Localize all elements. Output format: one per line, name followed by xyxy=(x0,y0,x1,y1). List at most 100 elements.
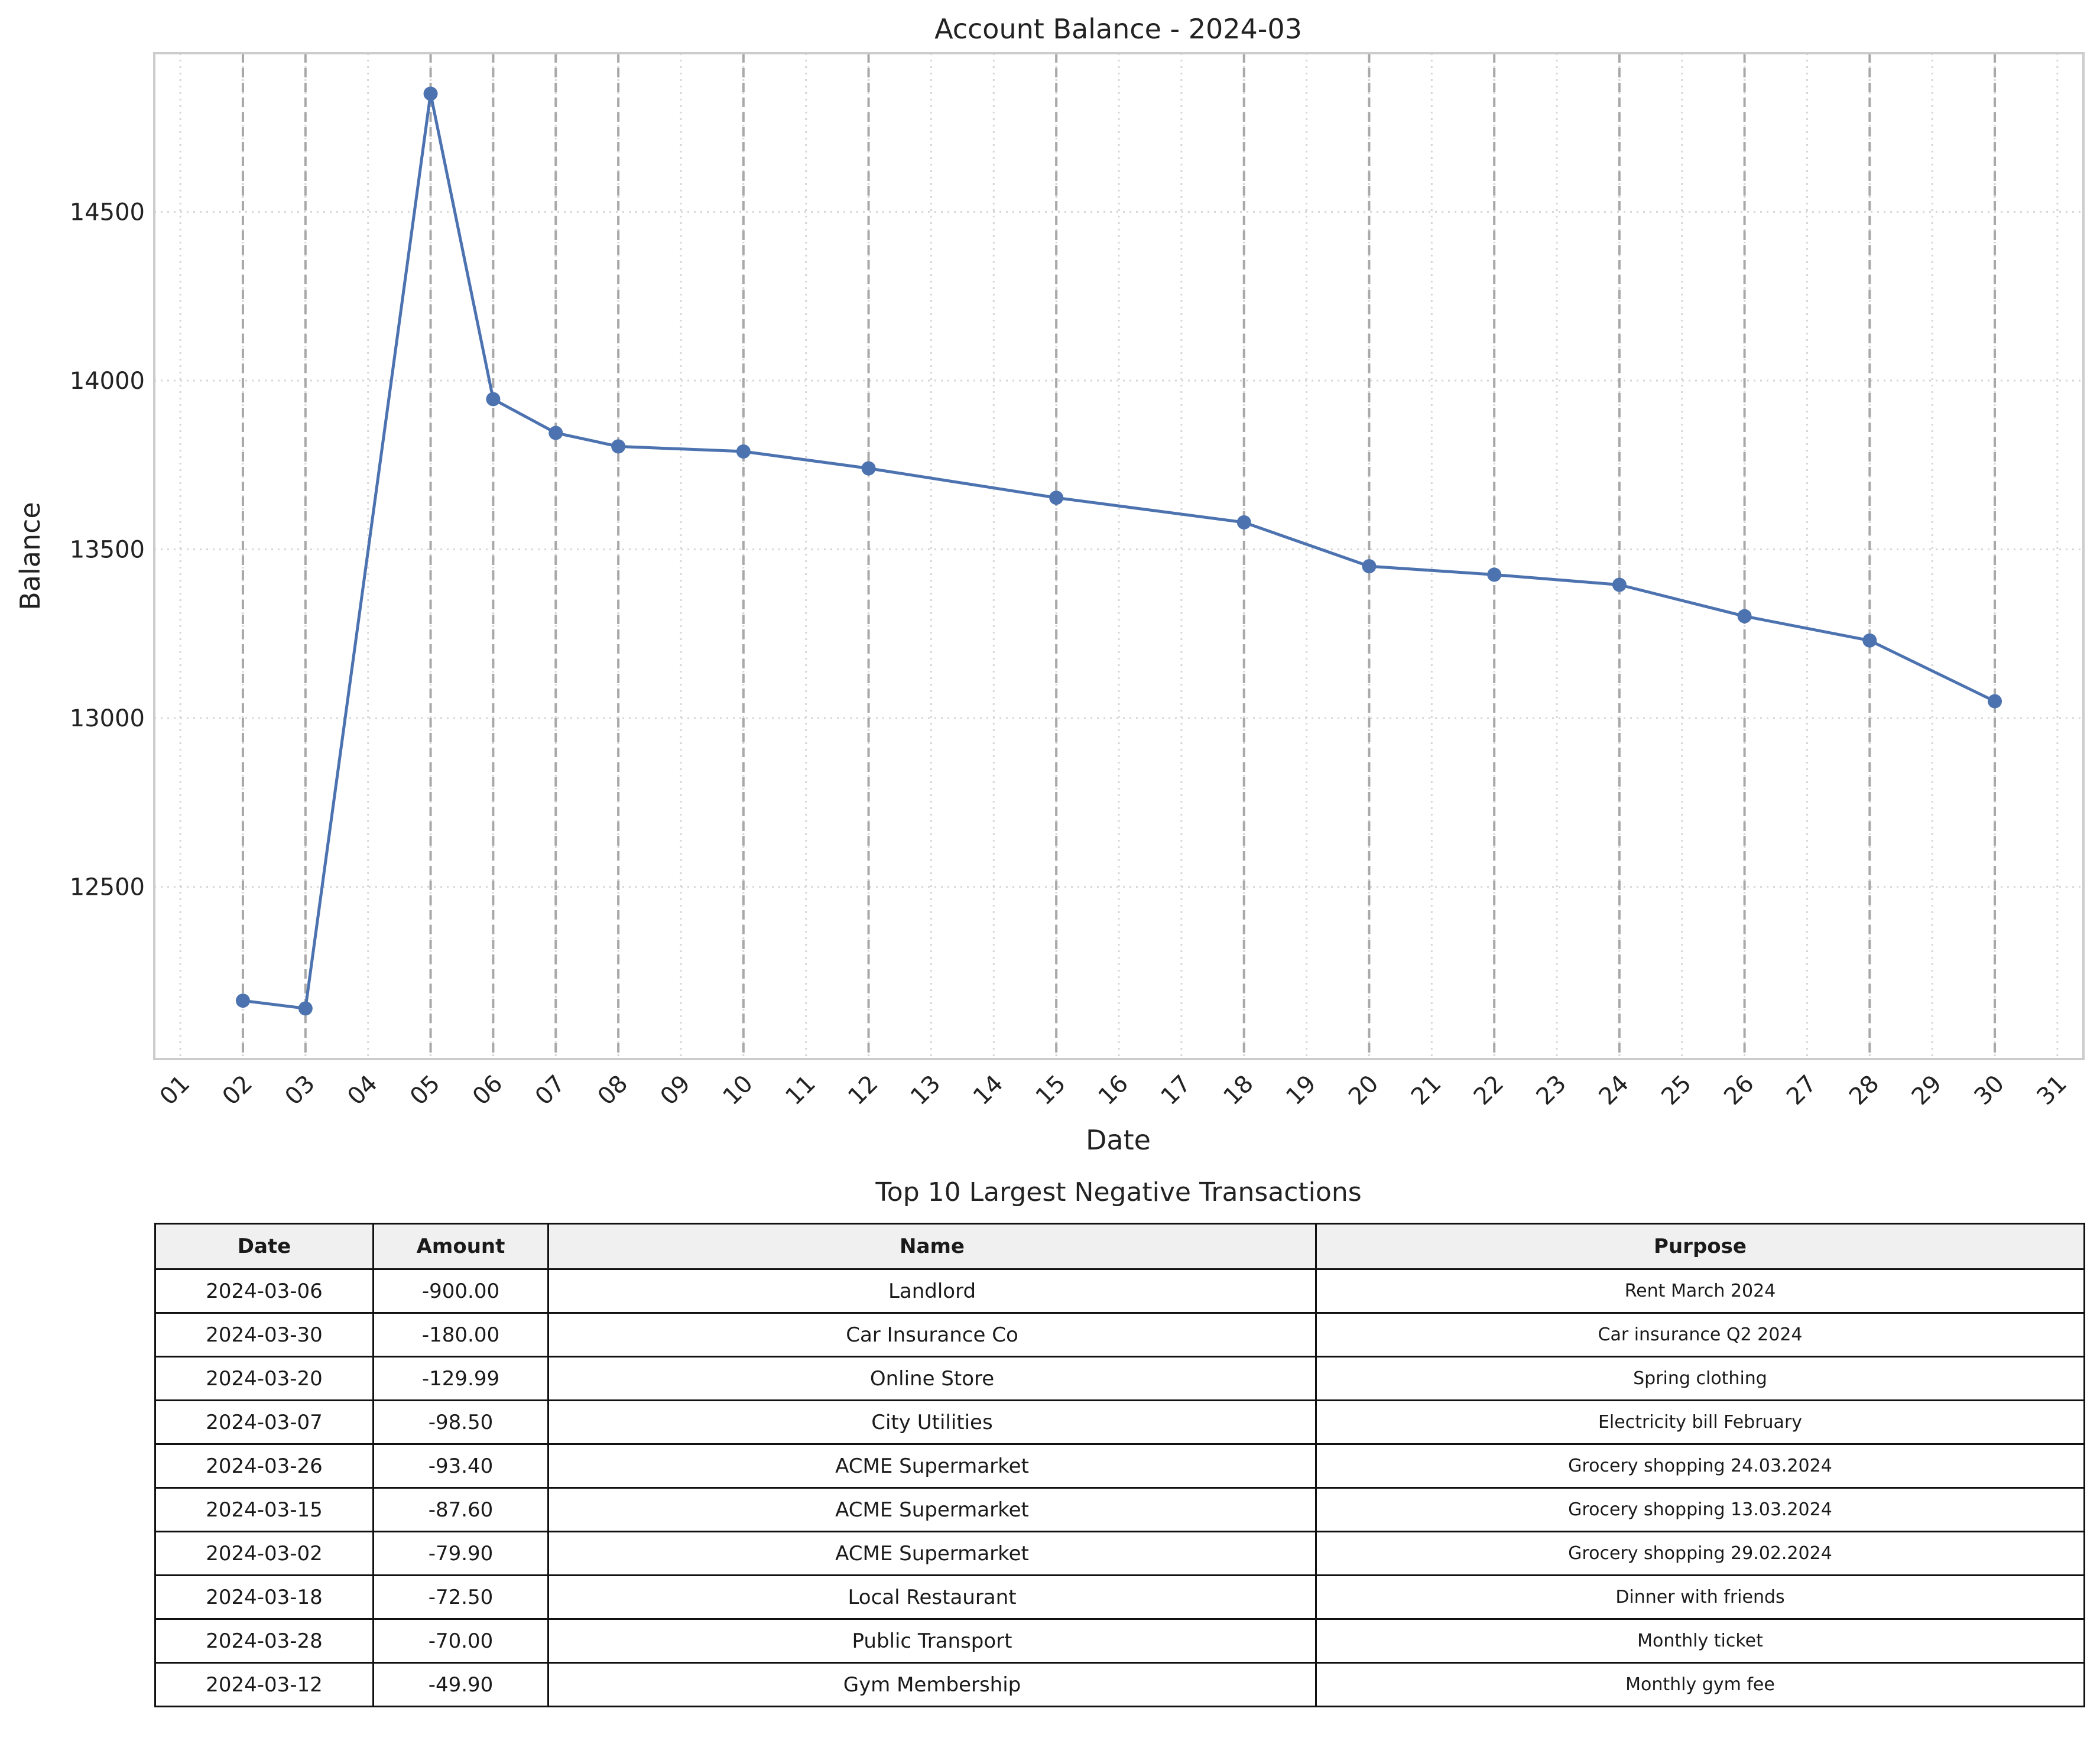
x-tick-label: 30 xyxy=(1969,1070,2010,1111)
table-row: 2024-03-12 -49.90 Gym Membership Monthly… xyxy=(154,1662,2085,1707)
column-header-date: Date xyxy=(154,1223,374,1270)
cell-purpose: Grocery shopping 24.03.2024 xyxy=(1315,1443,2085,1489)
cell-amount: -180.00 xyxy=(372,1312,549,1357)
x-tick-label: 25 xyxy=(1656,1070,1697,1111)
cell-amount: -98.50 xyxy=(372,1399,549,1445)
x-tick-label: 04 xyxy=(342,1070,383,1111)
cell-date: 2024-03-15 xyxy=(154,1487,374,1532)
balance-point xyxy=(1362,559,1377,574)
cell-amount: -87.60 xyxy=(372,1487,549,1532)
cell-amount: -129.99 xyxy=(372,1356,549,1401)
x-axis-ticks: 01 02 03 04 05 06 07 08 09 10 11 12 13 14 15 16 17 18 19 20… xyxy=(155,1070,2072,1111)
cell-date: 2024-03-26 xyxy=(154,1443,374,1489)
cell-purpose: Monthly ticket xyxy=(1315,1618,2085,1664)
plot-background xyxy=(154,53,2083,1059)
transaction-day-markers xyxy=(241,53,1997,1059)
x-tick-label: 06 xyxy=(468,1070,508,1111)
balance-point xyxy=(1988,694,2002,709)
balance-point xyxy=(235,993,250,1008)
table-row: 2024-03-28 -70.00 Public Transport Month… xyxy=(154,1618,2085,1664)
cell-amount: -900.00 xyxy=(372,1268,549,1314)
plot-frame xyxy=(153,52,2085,1060)
cell-name: Landlord xyxy=(547,1268,1317,1314)
cell-name: Gym Membership xyxy=(547,1662,1317,1707)
plot-area xyxy=(153,52,2085,1060)
balance-chart: Account Balance - 2024-03 01 02 03 04 05 06 07… xyxy=(14,13,2085,1156)
x-tick-label: 18 xyxy=(1218,1070,1259,1111)
y-tick-label: 14500 xyxy=(70,199,145,226)
column-header-purpose: Purpose xyxy=(1315,1223,2085,1270)
y-tick-label: 14000 xyxy=(70,368,145,395)
x-tick-label: 02 xyxy=(218,1070,258,1111)
cell-date: 2024-03-06 xyxy=(154,1268,374,1314)
balance-points xyxy=(235,86,2002,1016)
x-tick-label: 29 xyxy=(1907,1070,1948,1111)
cell-purpose: Spring clothing xyxy=(1315,1356,2085,1401)
y-tick-label: 13500 xyxy=(70,537,145,564)
table-row: 2024-03-15 -87.60 ACME Supermarket Groce… xyxy=(154,1487,2085,1532)
table-header-row: Date Amount Name Purpose xyxy=(154,1223,2085,1270)
cell-date: 2024-03-02 xyxy=(154,1531,374,1576)
x-tick-label: 24 xyxy=(1593,1070,1634,1111)
x-tick-label: 31 xyxy=(2031,1070,2072,1111)
x-tick-label: 22 xyxy=(1469,1070,1510,1111)
cell-date: 2024-03-28 xyxy=(154,1618,374,1664)
balance-point xyxy=(1236,515,1251,530)
x-tick-label: 11 xyxy=(780,1070,821,1111)
x-tick-label: 20 xyxy=(1343,1070,1384,1111)
cell-name: Car Insurance Co xyxy=(547,1312,1317,1357)
cell-date: 2024-03-07 xyxy=(154,1399,374,1445)
x-tick-label: 08 xyxy=(593,1070,634,1111)
x-axis-label: Date xyxy=(1086,1124,1151,1156)
grid-lines xyxy=(154,53,2083,1059)
x-tick-label: 14 xyxy=(968,1070,1009,1111)
cell-amount: -79.90 xyxy=(372,1531,549,1576)
balance-point xyxy=(861,461,876,476)
y-tick-label: 12500 xyxy=(70,874,145,901)
x-tick-label: 27 xyxy=(1781,1070,1822,1111)
cell-name: Online Store xyxy=(547,1356,1317,1401)
cell-name: ACME Supermarket xyxy=(547,1531,1317,1576)
x-tick-label: 09 xyxy=(655,1070,696,1111)
cell-purpose: Grocery shopping 29.02.2024 xyxy=(1315,1531,2085,1576)
chart-title: Account Balance - 2024-03 xyxy=(934,13,1302,45)
table-row: 2024-03-07 -98.50 City Utilities Electri… xyxy=(154,1399,2085,1445)
table-title: Top 10 Largest Negative Transactions xyxy=(875,1177,1362,1207)
x-tick-label: 28 xyxy=(1844,1070,1885,1111)
x-tick-label: 15 xyxy=(1031,1070,1072,1111)
balance-point xyxy=(298,1001,313,1016)
balance-point xyxy=(736,444,751,459)
y-axis-ticks: 12500 13000 13500 14000 14500 xyxy=(70,199,145,901)
x-tick-label: 17 xyxy=(1156,1070,1196,1111)
cell-name: Public Transport xyxy=(547,1618,1317,1664)
cell-amount: -72.50 xyxy=(372,1574,549,1620)
y-axis-label: Balance xyxy=(14,502,46,610)
cell-amount: -93.40 xyxy=(372,1443,549,1489)
x-tick-label: 21 xyxy=(1406,1070,1447,1111)
x-tick-label: 10 xyxy=(718,1070,758,1111)
transactions-table: Date Amount Name Purpose 2024-03-06 -900… xyxy=(154,1223,2085,1707)
column-header-amount: Amount xyxy=(372,1223,549,1270)
table-row: 2024-03-26 -93.40 ACME Supermarket Groce… xyxy=(154,1443,2085,1489)
cell-amount: -70.00 xyxy=(372,1618,549,1664)
x-tick-label: 03 xyxy=(280,1070,320,1111)
cell-name: City Utilities xyxy=(547,1399,1317,1445)
balance-point xyxy=(1737,609,1752,623)
table-row: 2024-03-20 -129.99 Online Store Spring c… xyxy=(154,1356,2085,1401)
cell-date: 2024-03-20 xyxy=(154,1356,374,1401)
cell-purpose: Electricity bill February xyxy=(1315,1399,2085,1445)
balance-line xyxy=(242,92,1996,1010)
cell-purpose: Dinner with friends xyxy=(1315,1574,2085,1620)
cell-purpose: Monthly gym fee xyxy=(1315,1662,2085,1707)
balance-point xyxy=(1049,491,1064,505)
cell-purpose: Grocery shopping 13.03.2024 xyxy=(1315,1487,2085,1532)
balance-point xyxy=(548,426,563,440)
x-tick-label: 19 xyxy=(1281,1070,1322,1111)
balance-point xyxy=(1862,633,1877,648)
cell-purpose: Rent March 2024 xyxy=(1315,1268,2085,1314)
column-header-name: Name xyxy=(547,1223,1317,1270)
table-row: 2024-03-06 -900.00 Landlord Rent March 2… xyxy=(154,1268,2085,1314)
cell-date: 2024-03-12 xyxy=(154,1662,374,1707)
x-tick-label: 16 xyxy=(1093,1070,1134,1111)
x-tick-label: 01 xyxy=(155,1070,196,1111)
